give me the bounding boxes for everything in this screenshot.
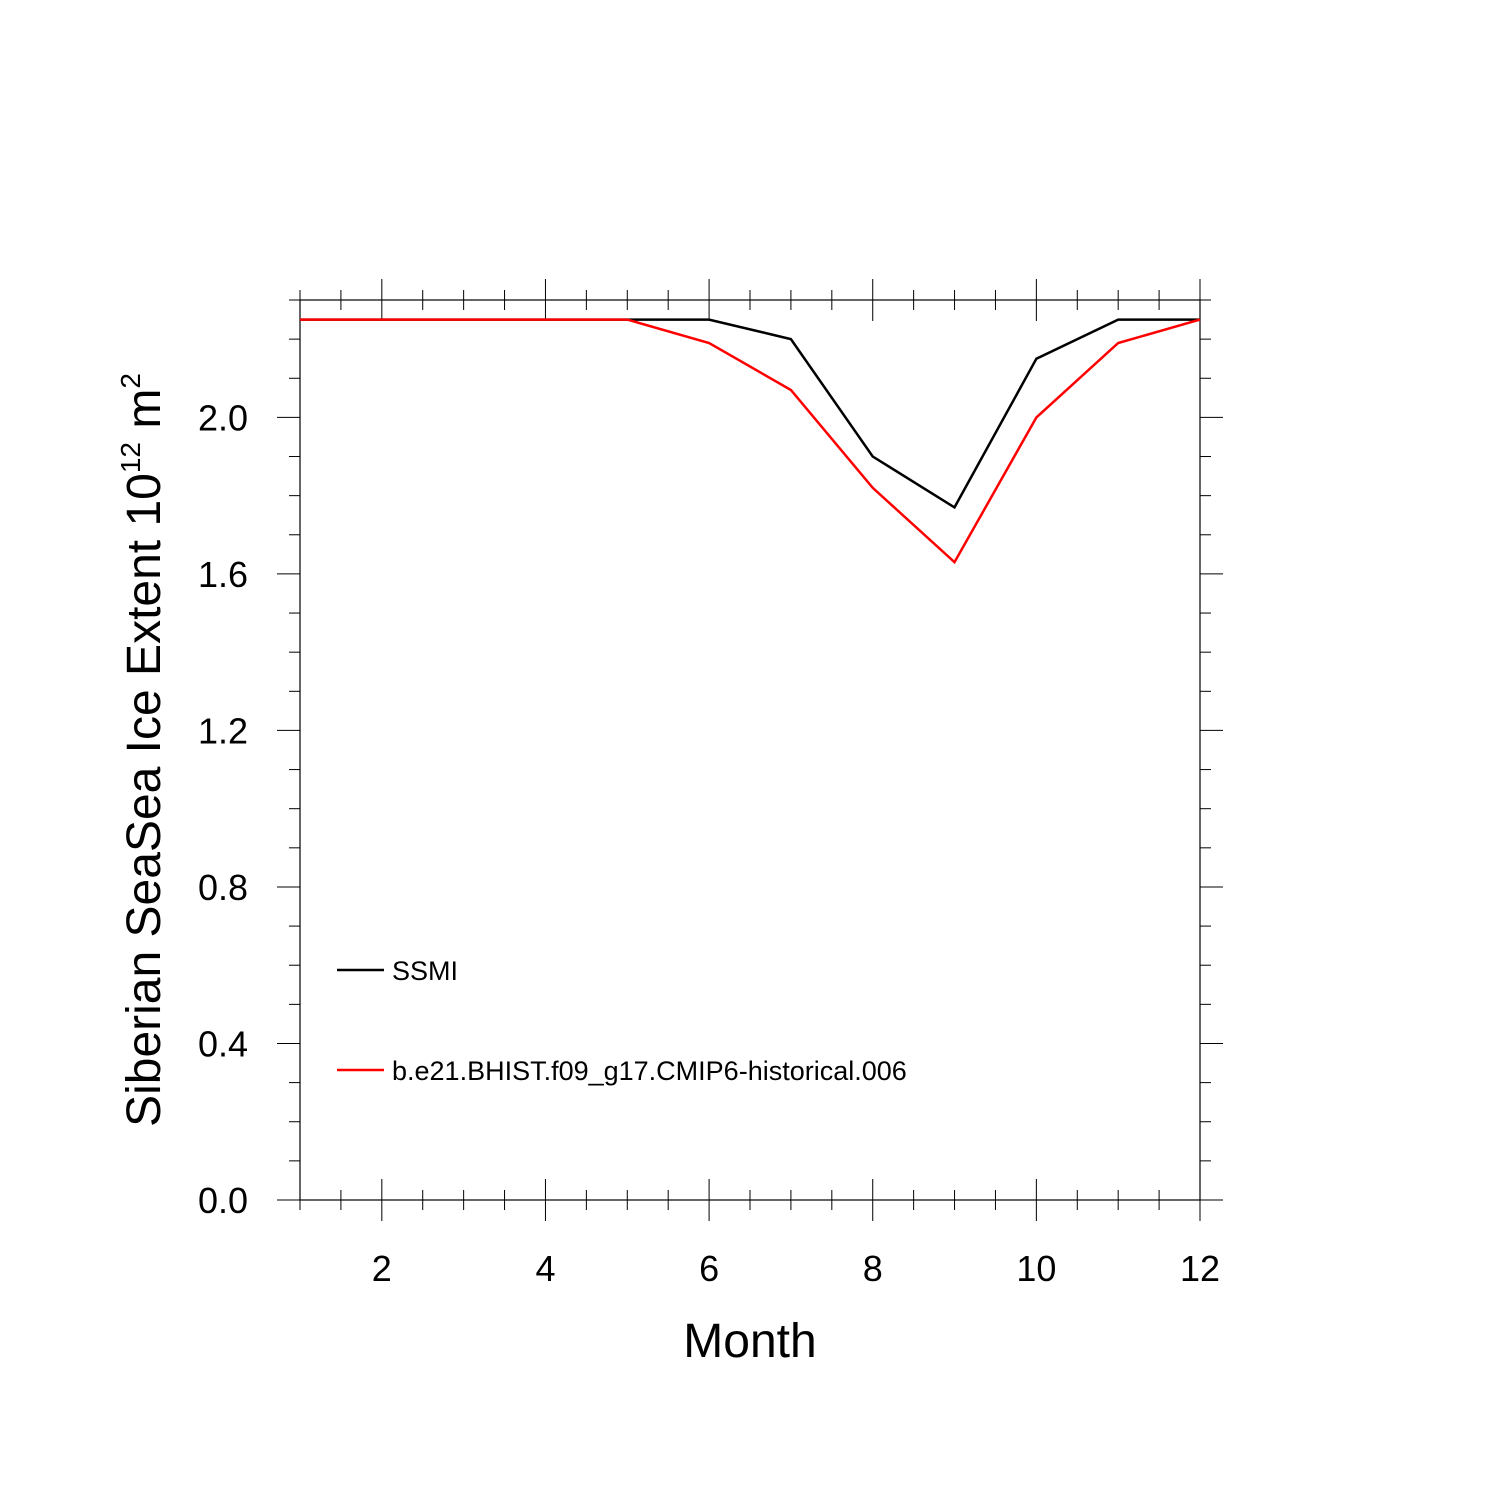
x-tick-label: 4 [535,1248,555,1289]
series-lines [300,318,1201,565]
y-tick-label: 0.0 [198,1180,248,1221]
series-line-ssmi [300,318,1200,510]
x-tick-label: 6 [699,1248,719,1289]
x-tick-label: 8 [863,1248,883,1289]
legend-label-cmip6: b.e21.BHIST.f09_g17.CMIP6-historical.006 [392,1056,907,1086]
y-tick-label: 0.8 [198,867,248,908]
x-tick-label: 12 [1180,1248,1220,1289]
series-line-cmip6 [300,318,1201,565]
y-tick-label: 2.0 [198,397,248,438]
axis-tick-labels: 2 4 6 8 10 12 0.0 0.4 0.8 1.2 1.6 2.0 [198,397,1220,1289]
x-tick-label: 10 [1016,1248,1056,1289]
y-tick-label: 1.6 [198,554,248,595]
y-tick-label: 1.2 [198,710,248,751]
x-tick-label: 2 [372,1248,392,1289]
y-tick-label: 0.4 [198,1023,248,1064]
legend: SSMI b.e21.BHIST.f09_g17.CMIP6-historica… [337,956,907,1086]
y-axis-title: Siberian SeaSea Ice Extent 1012 m2 [115,373,171,1127]
legend-label-ssmi: SSMI [392,956,458,986]
axis-ticks [277,279,1223,1221]
x-axis-title: Month [683,1315,816,1368]
